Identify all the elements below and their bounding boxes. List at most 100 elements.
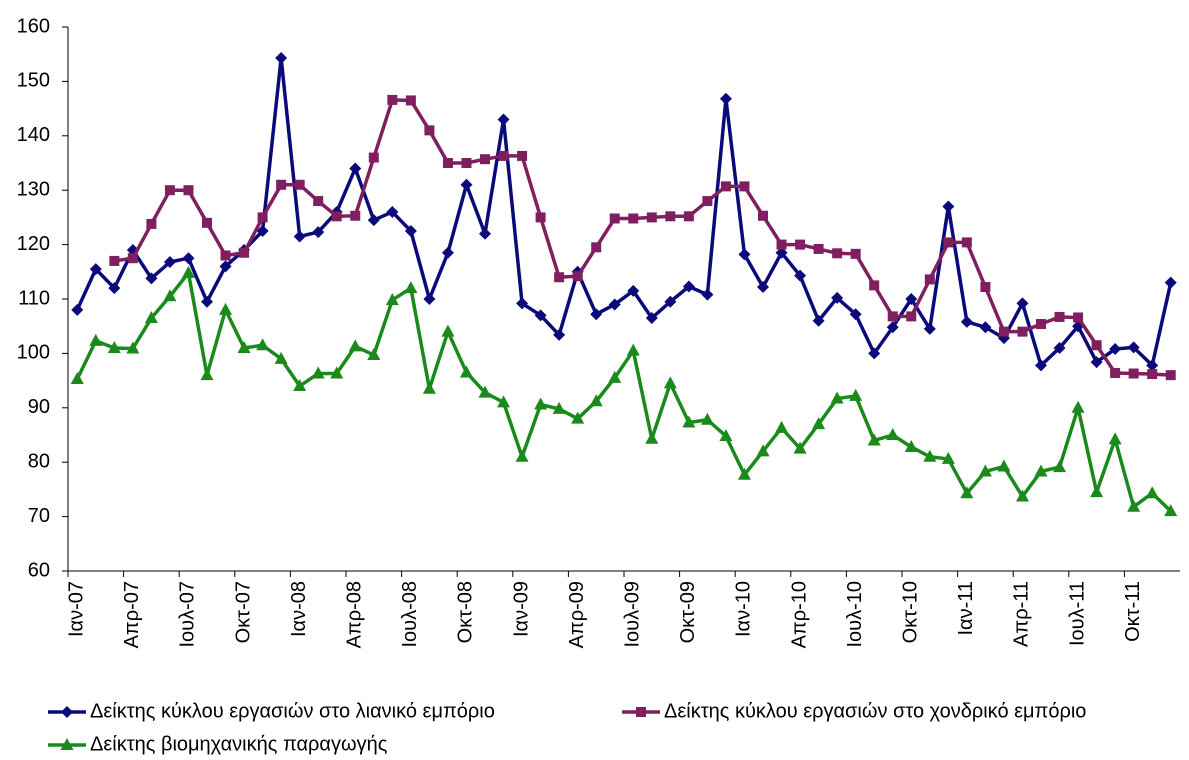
marker bbox=[461, 158, 472, 168]
marker bbox=[553, 328, 566, 341]
legend-label: Δείκτης κύκλου εργασιών στο λιανικό εμπό… bbox=[90, 700, 495, 722]
marker bbox=[404, 225, 417, 237]
marker bbox=[627, 284, 640, 297]
y-tick-label: 90 bbox=[28, 396, 50, 418]
y-tick-label: 100 bbox=[17, 342, 50, 364]
marker bbox=[515, 449, 529, 462]
x-tick-label: Απρ-07 bbox=[121, 581, 143, 648]
marker bbox=[460, 178, 473, 191]
marker bbox=[404, 281, 418, 294]
x-tick-label: Ιουλ-10 bbox=[844, 581, 866, 648]
marker bbox=[293, 230, 306, 243]
x-tick-label: Απρ-09 bbox=[566, 581, 588, 648]
marker bbox=[868, 347, 881, 360]
marker bbox=[108, 282, 121, 295]
marker bbox=[424, 125, 435, 136]
marker bbox=[275, 52, 288, 65]
marker bbox=[442, 158, 453, 168]
x-tick-label: Απρ-10 bbox=[788, 581, 810, 648]
marker bbox=[127, 253, 138, 264]
marker bbox=[664, 295, 677, 308]
x-tick-label: Οκτ-10 bbox=[900, 581, 922, 643]
marker bbox=[405, 95, 416, 106]
marker bbox=[1146, 359, 1159, 372]
marker bbox=[738, 248, 751, 261]
marker bbox=[1108, 432, 1122, 445]
marker bbox=[663, 376, 677, 389]
marker bbox=[109, 255, 120, 266]
marker bbox=[201, 295, 213, 308]
marker bbox=[441, 324, 455, 337]
marker bbox=[71, 303, 84, 316]
marker bbox=[387, 94, 398, 105]
marker bbox=[534, 309, 547, 322]
marker bbox=[1110, 367, 1121, 378]
marker bbox=[441, 246, 454, 259]
marker bbox=[757, 281, 769, 294]
marker bbox=[144, 311, 158, 324]
marker bbox=[219, 302, 233, 315]
marker bbox=[293, 379, 307, 392]
marker bbox=[89, 333, 103, 346]
marker bbox=[386, 205, 399, 218]
marker bbox=[257, 212, 268, 223]
marker bbox=[646, 212, 657, 223]
marker bbox=[793, 441, 807, 454]
marker bbox=[756, 444, 770, 457]
marker bbox=[867, 433, 881, 446]
marker bbox=[813, 243, 824, 254]
marker bbox=[478, 385, 492, 398]
marker bbox=[220, 250, 231, 261]
marker bbox=[276, 179, 287, 190]
marker bbox=[702, 196, 713, 207]
marker bbox=[906, 311, 917, 322]
legend-item: Δείκτης κύκλου εργασιών στο λιανικό εμπό… bbox=[48, 700, 495, 722]
x-tick-label: Ιαν-07 bbox=[66, 581, 88, 637]
marker bbox=[571, 411, 585, 424]
marker bbox=[980, 282, 991, 293]
marker bbox=[645, 312, 658, 325]
x-tick-label: Ιαν-11 bbox=[955, 581, 977, 636]
marker bbox=[459, 365, 473, 378]
x-tick-label: Οκτ-11 bbox=[1122, 581, 1144, 642]
marker bbox=[256, 225, 269, 237]
marker bbox=[535, 212, 546, 223]
series-line bbox=[75, 271, 1172, 513]
marker bbox=[202, 217, 212, 228]
marker bbox=[1127, 341, 1140, 354]
marker bbox=[274, 351, 288, 364]
marker bbox=[164, 185, 175, 196]
legend-label: Δείκτης κύκλου εργασιών στο χονδρικό εμπ… bbox=[664, 700, 1086, 722]
marker bbox=[997, 459, 1011, 472]
marker bbox=[146, 218, 157, 229]
marker bbox=[350, 210, 361, 221]
marker bbox=[998, 326, 1009, 337]
marker bbox=[423, 293, 436, 305]
marker bbox=[1090, 485, 1104, 498]
marker bbox=[719, 429, 733, 442]
marker bbox=[517, 150, 528, 161]
marker bbox=[795, 239, 806, 250]
x-tick-label: Οκτ-08 bbox=[455, 581, 477, 643]
marker bbox=[554, 272, 565, 283]
y-tick-label: 150 bbox=[17, 70, 50, 92]
marker bbox=[978, 464, 992, 477]
marker bbox=[924, 274, 935, 285]
marker bbox=[700, 412, 714, 425]
marker bbox=[311, 366, 325, 379]
x-tick-label: Απρ-08 bbox=[344, 581, 366, 648]
marker bbox=[775, 420, 789, 433]
x-tick-label: Οκτ-09 bbox=[677, 581, 699, 643]
marker bbox=[534, 397, 548, 410]
marker bbox=[812, 417, 826, 430]
x-tick-label: Ιουλ-09 bbox=[622, 581, 644, 648]
marker bbox=[904, 439, 918, 452]
marker bbox=[107, 340, 121, 353]
marker bbox=[923, 449, 937, 462]
marker bbox=[1090, 356, 1103, 369]
marker bbox=[1164, 276, 1177, 289]
marker bbox=[1054, 311, 1065, 322]
marker bbox=[367, 214, 380, 227]
marker bbox=[572, 271, 583, 282]
marker bbox=[1164, 504, 1178, 517]
